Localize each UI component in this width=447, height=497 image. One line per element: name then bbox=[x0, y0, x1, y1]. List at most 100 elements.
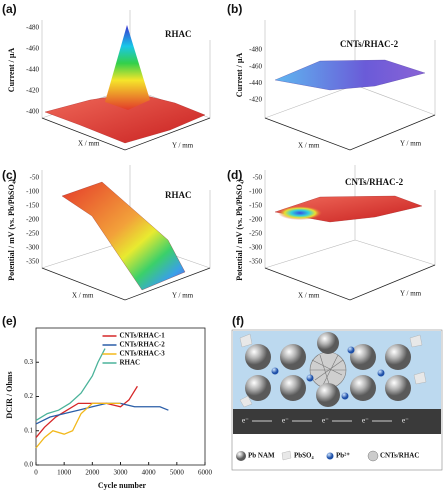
panel-label: (e) bbox=[2, 314, 17, 328]
z-tick-label: -440 bbox=[249, 79, 262, 87]
surface-title: RHAC bbox=[165, 29, 192, 39]
z-ticks: -480 -460 -440 -420 bbox=[249, 46, 262, 104]
series-line bbox=[35, 348, 106, 422]
y-tick-label: 0.3 bbox=[24, 358, 33, 366]
current-collector bbox=[233, 409, 441, 434]
x-label: X / mm bbox=[72, 292, 94, 300]
x-tick-label: 3000 bbox=[114, 469, 129, 477]
z-tick-label: -460 bbox=[26, 45, 39, 53]
panel-label: (c) bbox=[2, 168, 17, 182]
surface-peak bbox=[105, 25, 150, 110]
z-tick-label: -50 bbox=[253, 174, 263, 182]
surface-title: RHAC bbox=[165, 190, 192, 200]
y-axis-label: DCIR / Ohms bbox=[5, 371, 14, 418]
y-tick-label: 0.2 bbox=[24, 392, 33, 400]
floor-axis bbox=[264, 264, 436, 301]
panel-c: (c) RHAC Potential / mV (vs. Pb/PbSO₄) X… bbox=[2, 165, 211, 301]
x-tick-label: 5000 bbox=[170, 469, 185, 477]
panel-label: (b) bbox=[227, 2, 242, 16]
panel-f: (f) e⁻ e⁻ e⁻ e⁻ e⁻ Pb NAM PbSO₄ Pb²⁺ CNTs/RHAC bbox=[231, 314, 443, 471]
series-line bbox=[35, 402, 121, 449]
panel-b: (b) CNTs/RHAC-2 Current / μA X / mm Y / … bbox=[227, 2, 436, 151]
electron-label: e⁻ bbox=[242, 417, 249, 425]
wall bbox=[264, 10, 356, 119]
z-tick-label: -420 bbox=[249, 96, 262, 104]
electron-label: e⁻ bbox=[322, 417, 329, 425]
z-tick-label: -460 bbox=[249, 62, 262, 70]
pb-ions bbox=[271, 346, 385, 400]
electron-label: e⁻ bbox=[362, 417, 369, 425]
z-tick-label: -300 bbox=[26, 244, 39, 252]
legend-label: CNTs/RHAC-3 bbox=[120, 350, 166, 358]
electron-label: e⁻ bbox=[402, 417, 409, 425]
x-tick-label: 4000 bbox=[142, 469, 157, 477]
z-tick-label: -100 bbox=[26, 188, 39, 196]
z-tick-label: -150 bbox=[26, 202, 39, 210]
z-tick-label: -200 bbox=[26, 216, 39, 224]
z-tick-label: -200 bbox=[249, 216, 262, 224]
y-tick-label: 0.1 bbox=[24, 426, 33, 434]
z-tick-label: -350 bbox=[26, 258, 39, 266]
x-tick-label: 2000 bbox=[85, 469, 100, 477]
floor-axis bbox=[264, 114, 436, 151]
panel-a: (a) RHAC Current / μA X / mm Y / mm -480… bbox=[2, 2, 211, 151]
x-label: X / mm bbox=[78, 140, 100, 148]
z-ticks: -50 -100 -150 -200 -250 -300 -350 bbox=[26, 174, 39, 266]
floor-axis bbox=[41, 267, 211, 301]
x-axis-label: Cycle number bbox=[98, 481, 147, 490]
y-label: Y / mm bbox=[172, 142, 194, 150]
z-label: Current / μA bbox=[235, 53, 244, 98]
panel-d: (d) CNTs/RHAC-2 Potential / mV (vs. Pb/P… bbox=[227, 165, 436, 301]
x-tick-label: 6000 bbox=[198, 469, 213, 477]
x-label: X / mm bbox=[298, 292, 320, 300]
y-label: Y / mm bbox=[400, 290, 422, 298]
pbso4-crystals bbox=[239, 333, 427, 408]
y-tick-label: 0.0 bbox=[24, 461, 33, 469]
panel-label: (a) bbox=[2, 2, 17, 16]
z-tick-label: -480 bbox=[249, 46, 262, 54]
wall bbox=[41, 165, 131, 269]
x-tick-label: 1000 bbox=[57, 469, 72, 477]
legend-label: CNTs/RHAC bbox=[380, 452, 419, 460]
legend-icons bbox=[236, 450, 379, 462]
panel-label: (f) bbox=[232, 314, 244, 328]
schematic-legend: Pb NAM PbSO₄ Pb²⁺ CNTs/RHAC bbox=[248, 452, 419, 460]
panel-e: (e) DCIR / Ohms Cycle number 0 1000 2000 30… bbox=[2, 314, 213, 490]
z-ticks: -480 -460 -440 -420 -400 bbox=[26, 24, 39, 116]
z-tick-label: -420 bbox=[26, 87, 39, 95]
legend-label: CNTs/RHAC-2 bbox=[120, 341, 166, 349]
z-tick-label: -480 bbox=[26, 24, 39, 32]
panel-label: (d) bbox=[227, 168, 242, 182]
floor-axis bbox=[41, 117, 211, 151]
surface bbox=[274, 59, 426, 91]
electrons: e⁻ e⁻ e⁻ e⁻ e⁻ bbox=[242, 417, 409, 425]
z-ticks: -50 -100 -150 -200 -250 -300 -350 bbox=[249, 174, 262, 266]
surface-title: CNTs/RHAC-2 bbox=[345, 177, 404, 187]
series-line bbox=[35, 402, 169, 425]
surface-patch bbox=[278, 206, 322, 220]
z-label: Current / μA bbox=[7, 48, 16, 93]
z-tick-label: -100 bbox=[249, 188, 262, 196]
x-tick-label: 0 bbox=[34, 469, 38, 477]
z-tick-label: -300 bbox=[249, 244, 262, 252]
legend-label: PbSO₄ bbox=[294, 452, 315, 460]
z-label: Potential / mV (vs. Pb/PbSO₄) bbox=[7, 179, 16, 281]
z-label: Potential / mV (vs. Pb/PbSO₄) bbox=[235, 179, 244, 281]
z-tick-label: -350 bbox=[249, 258, 262, 266]
electron-label: e⁻ bbox=[282, 417, 289, 425]
z-tick-label: -50 bbox=[30, 174, 40, 182]
cnt-cluster bbox=[309, 351, 347, 389]
pb-nam-spheres bbox=[245, 332, 411, 407]
surface-title: CNTs/RHAC-2 bbox=[340, 39, 399, 49]
y-label: Y / mm bbox=[172, 292, 194, 300]
legend-label: Pb NAM bbox=[248, 452, 275, 460]
z-tick-label: -250 bbox=[26, 230, 39, 238]
y-label: Y / mm bbox=[400, 140, 422, 148]
surface bbox=[61, 181, 186, 291]
surface bbox=[44, 92, 206, 144]
z-tick-label: -400 bbox=[26, 108, 39, 116]
z-tick-label: -150 bbox=[249, 202, 262, 210]
legend-label: Pb²⁺ bbox=[336, 452, 350, 460]
legend-label: CNTs/RHAC-1 bbox=[120, 332, 166, 340]
